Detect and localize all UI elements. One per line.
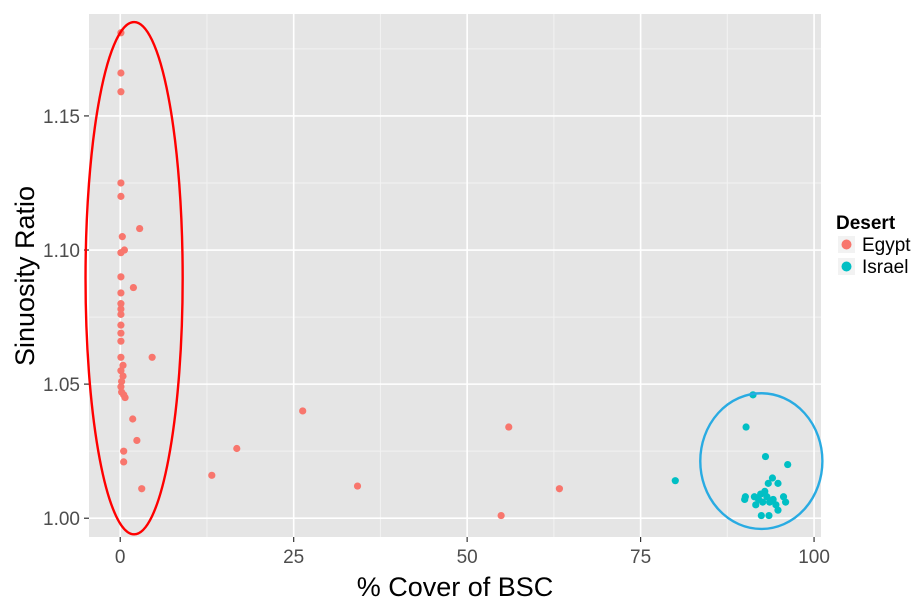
x-tick-label: 75 bbox=[630, 547, 651, 568]
plot-panel bbox=[89, 14, 821, 537]
point-egypt bbox=[117, 305, 125, 313]
point-israel bbox=[769, 495, 777, 504]
point-egypt bbox=[119, 361, 127, 369]
point-israel bbox=[774, 506, 782, 514]
point-egypt bbox=[117, 310, 125, 318]
point-egypt bbox=[129, 415, 137, 423]
y-axis-title: Sinuosity Ratio bbox=[10, 186, 40, 366]
point-egypt bbox=[117, 300, 125, 308]
point-egypt bbox=[117, 192, 125, 200]
point-egypt bbox=[208, 471, 216, 479]
x-tick-label: 0 bbox=[115, 547, 126, 568]
point-egypt bbox=[555, 485, 564, 493]
legend-item-egypt: Egypt bbox=[838, 235, 911, 256]
point-egypt bbox=[120, 458, 128, 466]
point-israel bbox=[761, 452, 770, 461]
point-egypt bbox=[353, 482, 362, 490]
tick-labels: 0 25 50 75 100 1.00 1.05 1.10 1.15 bbox=[43, 107, 830, 568]
point-egypt bbox=[117, 383, 125, 391]
point-egypt bbox=[117, 289, 125, 297]
point-egypt bbox=[117, 321, 125, 329]
point-israel bbox=[763, 493, 771, 501]
point-israel bbox=[742, 423, 750, 431]
point-egypt bbox=[121, 393, 129, 402]
highlight-ellipse bbox=[84, 20, 184, 536]
point-israel bbox=[671, 477, 679, 485]
y-tick-label: 1.10 bbox=[43, 241, 80, 262]
minor-gridlines bbox=[89, 14, 821, 537]
point-israel bbox=[752, 501, 760, 509]
annotation-ellipses bbox=[84, 20, 824, 536]
point-egypt bbox=[129, 283, 138, 292]
legend-label-egypt: Egypt bbox=[862, 235, 911, 256]
point-egypt bbox=[148, 353, 156, 361]
major-gridlines bbox=[89, 14, 821, 537]
point-israel bbox=[765, 511, 773, 520]
legend-key-egypt bbox=[841, 239, 852, 250]
point-egypt bbox=[136, 224, 144, 233]
legend-title: Desert bbox=[836, 213, 896, 234]
legend: Desert Egypt Israel bbox=[836, 213, 911, 278]
point-egypt bbox=[505, 423, 513, 431]
point-egypt bbox=[120, 447, 128, 455]
point-egypt bbox=[299, 407, 307, 415]
highlight-ellipse bbox=[699, 392, 824, 531]
x-axis-title: % Cover of BSC bbox=[357, 572, 554, 602]
point-egypt bbox=[120, 246, 128, 254]
point-egypt bbox=[133, 436, 141, 445]
legend-label-israel: Israel bbox=[862, 257, 908, 278]
point-israel bbox=[757, 511, 765, 520]
y-tick-label: 1.00 bbox=[43, 509, 80, 530]
x-tick-label: 25 bbox=[283, 547, 304, 568]
point-egypt bbox=[117, 273, 125, 281]
point-egypt bbox=[117, 69, 125, 77]
y-tick-label: 1.15 bbox=[43, 107, 80, 128]
x-tick-label: 50 bbox=[457, 547, 478, 568]
x-tick-label: 100 bbox=[798, 547, 830, 568]
point-israel bbox=[764, 479, 772, 487]
point-egypt bbox=[117, 88, 125, 96]
point-egypt bbox=[497, 511, 505, 520]
y-tick-label: 1.05 bbox=[43, 375, 80, 396]
data-points bbox=[117, 29, 792, 520]
point-egypt bbox=[118, 233, 126, 241]
point-israel bbox=[768, 474, 777, 482]
point-israel bbox=[759, 498, 767, 506]
point-israel bbox=[784, 460, 792, 469]
point-egypt bbox=[117, 337, 125, 345]
point-egypt bbox=[118, 377, 126, 386]
point-israel bbox=[782, 498, 790, 506]
point-egypt bbox=[117, 179, 125, 187]
point-egypt bbox=[233, 444, 241, 453]
point-egypt bbox=[117, 329, 125, 337]
legend-item-israel: Israel bbox=[838, 257, 908, 278]
point-israel bbox=[741, 493, 749, 501]
point-egypt bbox=[138, 485, 146, 493]
point-israel bbox=[774, 479, 782, 487]
legend-key-israel bbox=[841, 261, 852, 272]
point-egypt bbox=[117, 353, 125, 361]
